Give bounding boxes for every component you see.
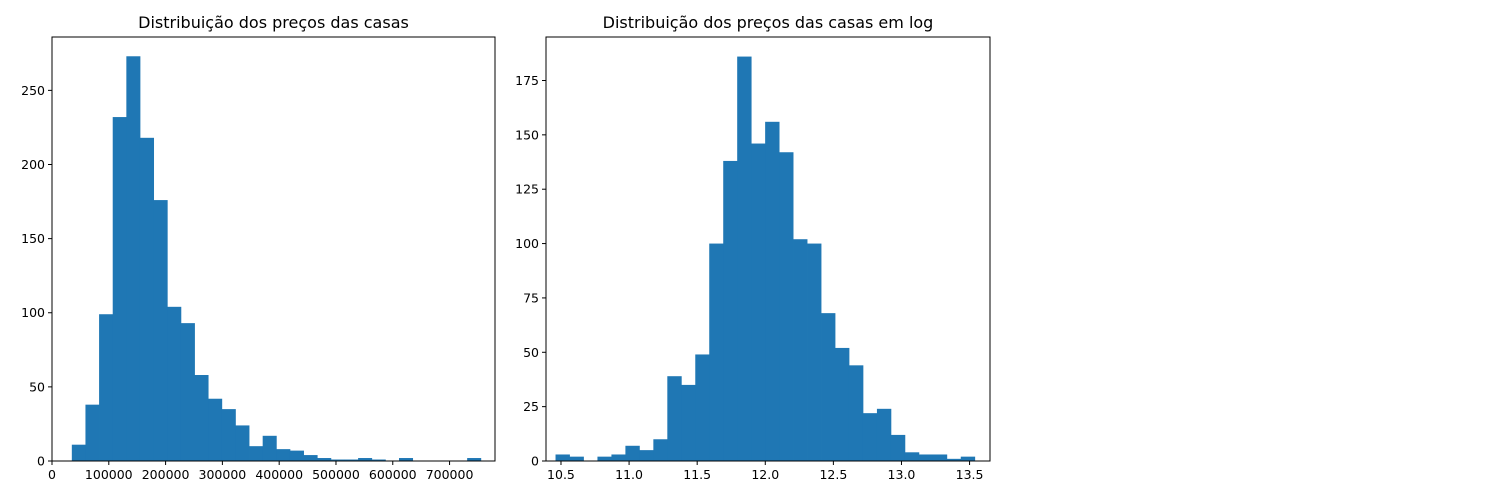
chart-title: Distribuição dos preços das casas: [138, 13, 409, 32]
x-tick-label: 400000: [255, 467, 303, 482]
histogram-bar: [317, 458, 332, 461]
histogram-bar: [126, 56, 141, 462]
histogram-bar: [611, 454, 626, 461]
x-tick-label: 11.0: [615, 467, 643, 482]
y-tick-label: 50: [523, 345, 539, 360]
histogram-bar: [85, 404, 100, 461]
histogram-bar: [555, 454, 570, 461]
histogram-bar: [625, 445, 640, 461]
histogram-bar: [235, 425, 250, 461]
histogram-bar: [569, 456, 584, 461]
x-tick-label: 700000: [426, 467, 474, 482]
x-tick-label: 600000: [369, 467, 417, 482]
y-tick-label: 175: [515, 73, 539, 88]
histogram-bar: [960, 456, 976, 461]
histogram-bar: [467, 458, 482, 461]
x-tick-label: 100000: [85, 467, 133, 482]
histogram-bar: [751, 143, 766, 462]
histogram-bar: [289, 450, 304, 461]
y-tick-label: 0: [37, 454, 45, 469]
histogram-bar: [821, 313, 836, 461]
histogram-bar: [848, 365, 864, 461]
axes-frame: [545, 36, 991, 462]
histogram-log-prices: Distribuição dos preços das casas em log…: [515, 13, 991, 482]
histogram-bar: [344, 459, 359, 461]
histogram-bar: [876, 408, 892, 461]
x-tick-label: 10.5: [547, 467, 575, 482]
x-tick-label: 13.0: [888, 467, 916, 482]
histogram-bar: [262, 435, 277, 461]
histogram-bar: [667, 376, 682, 461]
axes-frame: [51, 36, 496, 462]
x-tick-label: 500000: [312, 467, 360, 482]
histogram-bar: [639, 450, 654, 461]
histogram-bar: [112, 117, 127, 461]
histogram-bar: [139, 137, 155, 461]
histogram-bar: [862, 413, 878, 461]
histogram-bar: [723, 160, 738, 461]
y-tick-label: 125: [515, 182, 539, 197]
histogram-bar: [807, 243, 822, 461]
histogram-bar: [932, 454, 948, 461]
histogram-bar: [890, 434, 906, 461]
x-tick-label: 200000: [142, 467, 190, 482]
y-tick-label: 0: [531, 454, 539, 469]
y-tick-label: 50: [29, 379, 45, 394]
histogram-bar: [653, 439, 668, 461]
histogram-bar: [303, 455, 318, 461]
y-tick-label: 250: [21, 83, 45, 98]
y-tick-label: 200: [21, 157, 45, 172]
histogram-bar: [695, 354, 710, 461]
histogram-bar: [221, 409, 236, 461]
histogram-bar: [765, 121, 780, 462]
histogram-bar: [99, 314, 114, 461]
x-tick-label: 11.5: [683, 467, 711, 482]
chart-title: Distribuição dos preços das casas em log: [603, 13, 934, 32]
histogram-bar: [709, 243, 724, 461]
histogram-bar: [918, 454, 934, 461]
histogram-bar: [71, 444, 86, 461]
x-tick-label: 12.0: [751, 467, 779, 482]
histogram-bar: [249, 446, 264, 461]
histogram-bar: [358, 458, 373, 461]
histogram-bar: [167, 306, 182, 461]
histogram-bar: [153, 200, 168, 461]
histogram-bar: [793, 239, 808, 461]
y-tick-label: 100: [515, 236, 539, 251]
y-tick-label: 25: [523, 399, 539, 414]
histogram-bar: [194, 375, 209, 461]
histogram-bar: [904, 452, 920, 461]
histogram-bar: [779, 152, 794, 462]
histogram-bar: [371, 459, 386, 461]
y-tick-label: 75: [523, 290, 539, 305]
histogram-bar: [835, 347, 850, 461]
histogram-bar: [597, 456, 612, 461]
histogram-bar: [208, 398, 223, 461]
x-tick-label: 300000: [199, 467, 247, 482]
x-tick-label: 12.5: [819, 467, 847, 482]
y-tick-label: 150: [515, 127, 539, 142]
histogram-bar: [276, 449, 291, 461]
y-tick-label: 100: [21, 305, 45, 320]
histogram-bar: [946, 458, 962, 461]
histogram-bar: [681, 384, 696, 461]
histogram-prices: Distribuição dos preços das casas 0 10000…: [21, 13, 496, 482]
histogram-bar: [180, 323, 195, 461]
histogram-bar: [737, 56, 752, 461]
histogram-bar: [330, 459, 345, 461]
histogram-bar: [399, 458, 414, 461]
x-tick-label: 0: [48, 467, 56, 482]
y-tick-label: 150: [21, 231, 45, 246]
x-tick-label: 13.5: [956, 467, 984, 482]
